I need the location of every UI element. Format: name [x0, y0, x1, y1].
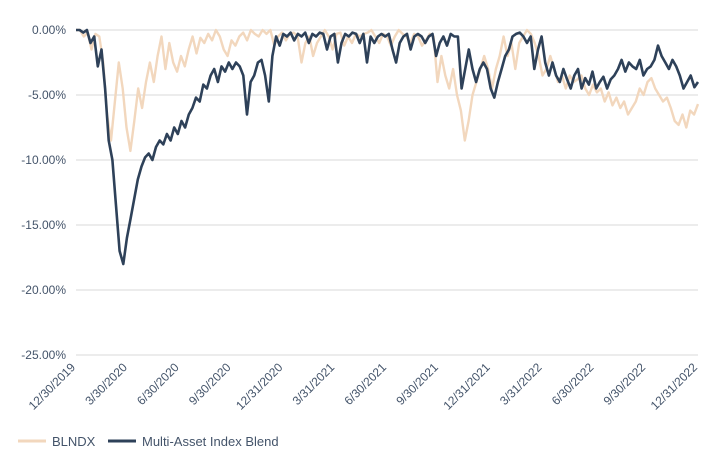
x-tick-label: 12/30/2019	[26, 360, 79, 413]
legend-item-blndx: BLNDX	[18, 434, 96, 449]
x-tick-label: 9/30/2020	[186, 360, 234, 408]
y-axis-labels: 0.00% -5.00% -10.00% -15.00% -20.00% -25.00%	[21, 23, 66, 362]
series-lines	[76, 28, 700, 266]
y-tick-label: -25.00%	[21, 348, 66, 362]
gridlines	[76, 29, 698, 356]
x-tick-label: 6/30/2022	[549, 360, 597, 408]
x-tick-label: 6/30/2020	[134, 360, 182, 408]
y-tick-label: -20.00%	[21, 283, 66, 297]
x-tick-label: 3/30/2020	[82, 360, 130, 408]
x-tick-label: 12/31/2020	[233, 360, 286, 413]
x-tick-label: 12/31/2022	[648, 360, 701, 413]
legend-item-multi-asset-index-blend: Multi-Asset Index Blend	[108, 434, 279, 449]
x-tick-label: 3/31/2022	[497, 360, 545, 408]
x-tick-label: 3/31/2021	[290, 360, 338, 408]
y-tick-label: 0.00%	[32, 23, 66, 37]
y-tick-label: -10.00%	[21, 153, 66, 167]
series-line-multi-asset-index-blend	[76, 28, 700, 266]
legend-label-blndx: BLNDX	[52, 434, 96, 449]
series-line-blndx	[76, 28, 700, 153]
x-tick-label: 6/30/2021	[341, 360, 389, 408]
y-tick-label: -15.00%	[21, 218, 66, 232]
x-tick-label: 12/31/2021	[440, 360, 493, 413]
x-tick-label: 9/30/2022	[601, 360, 649, 408]
x-axis-labels: 12/30/2019 3/30/2020 6/30/2020 9/30/2020 12/…	[26, 360, 701, 413]
x-tick-label: 9/30/2021	[393, 360, 441, 408]
y-tick-label: -5.00%	[28, 88, 66, 102]
legend-label-multi-asset-index-blend: Multi-Asset Index Blend	[142, 434, 279, 449]
legend: BLNDX Multi-Asset Index Blend	[18, 434, 279, 449]
